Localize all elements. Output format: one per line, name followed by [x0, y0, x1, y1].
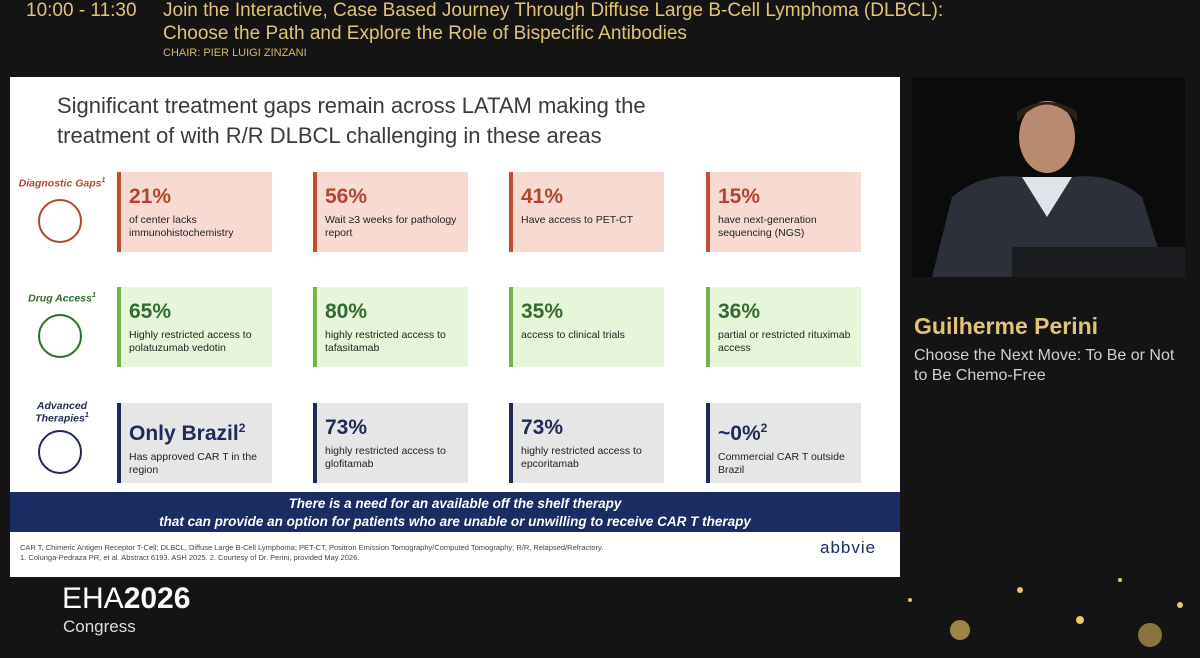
stat-text: 36% [718, 300, 761, 323]
stat-value: 41% [521, 184, 656, 210]
row-label-text: Diagnostic Gaps [18, 177, 102, 190]
session-title-2: Choose the Path and Explore the Role of … [163, 23, 687, 44]
stat-card: 73% highly restricted access to epcoritam… [509, 403, 664, 483]
stat-description: have next-generation sequencing (NGS) [718, 214, 817, 239]
stat-text: 56% [325, 185, 368, 208]
stat-description: Highly restricted access to polatuzumab … [129, 329, 252, 354]
stat-card: 73% highly restricted access to glofitama… [313, 403, 468, 483]
event-subtitle: Congress [63, 617, 136, 636]
stat-card: 56% Wait ≥3 weeks for pathology report [313, 172, 468, 252]
stat-value: 65% [129, 299, 264, 325]
stat-description: partial or restricted rituximab access [718, 329, 851, 354]
talk-title: Choose the Next Move: To Be or Not to Be… [914, 347, 1175, 384]
logo: abbvie [820, 538, 877, 557]
row-label-text: Advanced Therapies [35, 400, 88, 425]
speaker-name: Guilherme Perini [914, 313, 1099, 339]
row-icon [38, 199, 82, 243]
stat-sup: 2 [238, 421, 246, 435]
stat-value: 35% [521, 299, 656, 325]
stat-description: highly restricted access to epcoritamab [521, 445, 642, 470]
stat-card: 41% Have access to PET-CT [509, 172, 664, 252]
event-logo: EHA2026 [62, 582, 190, 616]
row-label-sup: 1 [101, 177, 106, 184]
slide-title-line: treatment of with R/R DLBCL challenging … [57, 123, 602, 148]
speaker-figure [932, 101, 1185, 277]
session-time: 10:00 - 11:30 [26, 0, 137, 21]
stat-description: highly restricted access to tafasitamab [325, 329, 446, 354]
row-label: Diagnostic Gaps1 [14, 177, 110, 190]
stat-text: 21% [129, 185, 172, 208]
stat-card: 36% partial or restricted rituximab acces… [706, 287, 861, 367]
stat-description: of center lacks immunohistochemistry [129, 214, 234, 239]
stat-description: access to clinical trials [521, 329, 625, 341]
row-icon [38, 314, 82, 358]
stat-description: Commercial CAR T outside Brazil [718, 451, 845, 476]
stat-text: 73% [521, 416, 564, 439]
banner-line: There is a need for an available off the… [288, 496, 622, 511]
speaker-video [912, 77, 1185, 277]
stat-value: 56% [325, 184, 460, 210]
slide: Significant treatment gaps remain across… [10, 77, 900, 577]
row-icon [38, 430, 82, 474]
row-label-text: Drug Access [28, 292, 92, 305]
row-label: Drug Access1 [14, 292, 110, 305]
stat-value: Only Brazil2 [129, 415, 264, 447]
stat-text: 73% [325, 416, 368, 439]
stat-value: ~0%2 [718, 415, 853, 447]
stat-sup: 2 [760, 421, 768, 435]
stat-text: Only Brazil [129, 422, 239, 445]
stat-card: 15% have next-generation sequencing (NGS) [706, 172, 861, 252]
stat-text: ~0% [718, 422, 761, 445]
slide-title: Significant treatment gaps remain across… [57, 91, 646, 151]
stat-description: Have access to PET-CT [521, 214, 634, 226]
stat-card: 65% Highly restricted access to polatuzum… [117, 287, 272, 367]
footnotes: CAR T, Chimeric Antigen Receptor T-Cell;… [20, 543, 603, 563]
session-title-1: Join the Interactive, Case Based Journey… [163, 0, 944, 21]
stat-description: Wait ≥3 weeks for pathology report [325, 214, 457, 239]
event-name: EHA [62, 582, 124, 615]
stat-text: 41% [521, 185, 564, 208]
stat-value: 80% [325, 299, 460, 325]
decoration [908, 578, 1183, 647]
stat-description: highly restricted access to glofitamab [325, 445, 446, 470]
footnote: CAR T, Chimeric Antigen Receptor T-Cell;… [20, 543, 604, 552]
stat-value: 73% [325, 415, 460, 441]
banner: There is a need for an available off the… [10, 492, 900, 532]
stat-card: Only Brazil2 Has approved CAR T in the re… [117, 403, 272, 483]
banner-line: that can provide an option for patients … [159, 514, 751, 529]
stat-card: 80% highly restricted access to tafasitam… [313, 287, 468, 367]
stat-value: 15% [718, 184, 853, 210]
stat-card: 21% of center lacks immunohistochemistry [117, 172, 272, 252]
stat-value: 21% [129, 184, 264, 210]
footnote: 1. Colunga-Pedraza PR, et al. Abstract 6… [20, 553, 360, 562]
stat-text: 65% [129, 300, 172, 323]
slide-title-line: Significant treatment gaps remain across… [57, 93, 646, 118]
stat-text: 15% [718, 185, 761, 208]
stat-text: 35% [521, 300, 564, 323]
row-label-sup: 1 [84, 412, 89, 419]
row-label: Advanced Therapies1 [14, 400, 110, 425]
stat-value: 36% [718, 299, 853, 325]
event-year: 2026 [123, 582, 191, 615]
row-label-sup: 1 [91, 292, 96, 299]
stat-text: 80% [325, 300, 368, 323]
stat-value: 73% [521, 415, 656, 441]
stat-card: ~0%2 Commercial CAR T outside Brazil [706, 403, 861, 483]
stat-card: 35% access to clinical trials [509, 287, 664, 367]
stat-description: Has approved CAR T in the region [129, 451, 258, 476]
session-chair: CHAIR: PIER LUIGI ZINZANI [163, 47, 307, 59]
